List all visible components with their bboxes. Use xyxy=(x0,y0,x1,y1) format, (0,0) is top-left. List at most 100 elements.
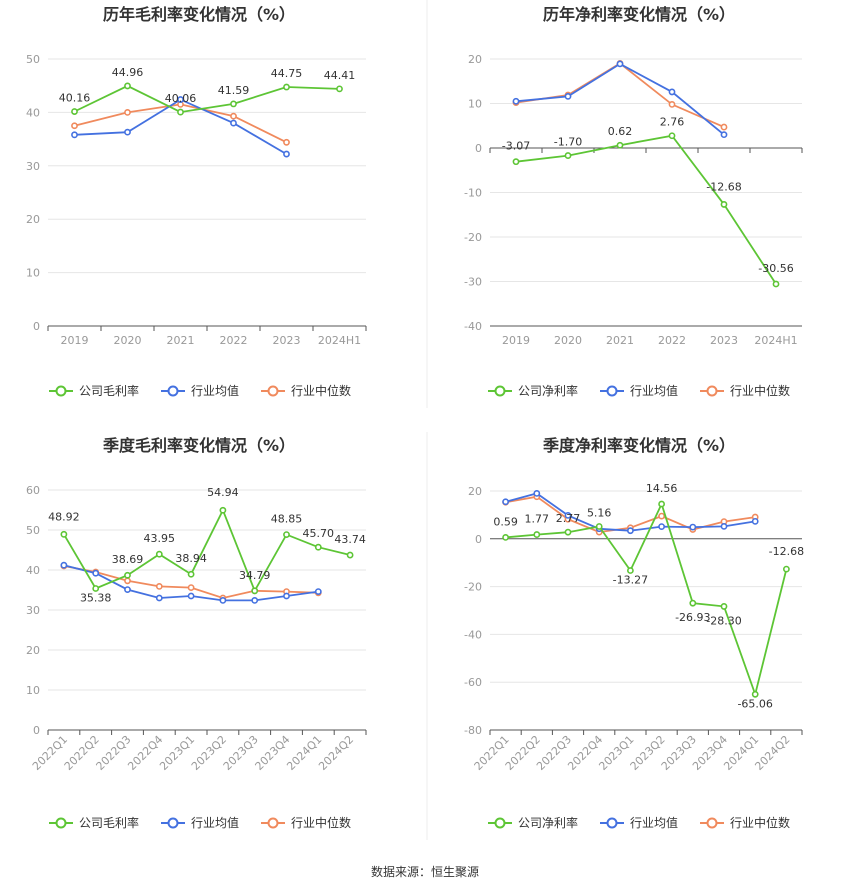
data-point[interactable] xyxy=(564,511,572,519)
data-point[interactable] xyxy=(720,603,728,610)
data-point[interactable] xyxy=(512,158,520,166)
data-point[interactable] xyxy=(627,567,634,574)
data-point[interactable] xyxy=(564,152,572,159)
data-point[interactable] xyxy=(689,523,697,531)
legend: 公司毛利率 行业均值 行业中位数 xyxy=(49,383,351,398)
data-point[interactable] xyxy=(219,597,227,604)
data-point[interactable] xyxy=(155,594,163,602)
data-point[interactable] xyxy=(177,108,184,116)
source-note: 数据来源：恒生聚源 xyxy=(371,864,479,879)
data-point[interactable] xyxy=(751,517,759,525)
data-point[interactable] xyxy=(616,60,624,68)
data-point[interactable] xyxy=(512,97,520,105)
data-point[interactable] xyxy=(616,141,624,149)
data-point[interactable] xyxy=(283,592,290,600)
legend-item[interactable]: 行业均值 xyxy=(600,815,678,830)
x-tick-label: 2024H1 xyxy=(318,334,361,347)
data-point[interactable] xyxy=(251,587,259,595)
data-point[interactable] xyxy=(783,565,790,573)
data-point[interactable] xyxy=(155,550,163,558)
data-point[interactable] xyxy=(314,588,322,595)
data-point[interactable] xyxy=(668,88,676,96)
data-point[interactable] xyxy=(230,112,237,120)
legend-label: 行业中位数 xyxy=(730,383,790,398)
data-point[interactable] xyxy=(689,599,697,607)
legend-item[interactable]: 行业均值 xyxy=(600,383,678,398)
data-point[interactable] xyxy=(533,489,541,497)
legend-item[interactable]: 公司毛利率 xyxy=(49,815,139,830)
data-point[interactable] xyxy=(124,128,131,136)
data-point[interactable] xyxy=(658,512,665,520)
data-point[interactable] xyxy=(230,119,237,127)
data-point[interactable] xyxy=(336,85,343,93)
y-tick-label: 50 xyxy=(26,524,40,537)
data-label: 41.59 xyxy=(218,84,250,97)
data-point[interactable] xyxy=(720,131,728,139)
data-point[interactable] xyxy=(668,100,676,108)
legend-marker-icon xyxy=(267,817,279,829)
data-point[interactable] xyxy=(124,577,131,585)
data-point[interactable] xyxy=(283,138,290,146)
data-point[interactable] xyxy=(564,92,572,100)
legend-marker-icon xyxy=(167,385,179,397)
chart-title: 历年净利率变化情况（%） xyxy=(543,5,735,24)
data-point[interactable] xyxy=(187,584,195,591)
data-point[interactable] xyxy=(720,522,728,530)
legend: 公司净利率 行业均值 行业中位数 xyxy=(488,815,790,830)
y-tick-label: 50 xyxy=(26,53,40,66)
data-point[interactable] xyxy=(314,543,322,551)
data-point[interactable] xyxy=(502,533,509,541)
legend-item[interactable]: 公司毛利率 xyxy=(49,383,139,398)
data-point[interactable] xyxy=(60,561,68,569)
data-point[interactable] xyxy=(720,123,728,131)
data-point[interactable] xyxy=(772,280,780,288)
data-point[interactable] xyxy=(71,131,78,139)
legend-item[interactable]: 公司净利率 xyxy=(488,383,578,398)
data-point[interactable] xyxy=(668,132,676,140)
data-point[interactable] xyxy=(92,585,100,592)
data-point[interactable] xyxy=(564,528,572,536)
legend-item[interactable]: 公司净利率 xyxy=(488,815,578,830)
y-tick-label: 0 xyxy=(475,142,482,155)
data-point[interactable] xyxy=(283,83,290,91)
data-point[interactable] xyxy=(124,571,131,579)
data-point[interactable] xyxy=(283,531,290,538)
data-point[interactable] xyxy=(124,586,131,593)
y-tick-label: 20 xyxy=(468,53,482,66)
data-point[interactable] xyxy=(751,690,759,698)
data-point[interactable] xyxy=(533,531,541,538)
legend-item[interactable]: 行业中位数 xyxy=(261,383,351,398)
data-point[interactable] xyxy=(92,569,100,577)
data-point[interactable] xyxy=(658,523,665,531)
legend-item[interactable]: 行业均值 xyxy=(161,815,239,830)
data-point[interactable] xyxy=(71,122,78,130)
data-point[interactable] xyxy=(124,82,131,90)
data-point[interactable] xyxy=(283,150,290,158)
data-point[interactable] xyxy=(219,506,227,514)
data-point[interactable] xyxy=(658,500,665,508)
data-point[interactable] xyxy=(720,201,728,208)
legend-item[interactable]: 行业均值 xyxy=(161,383,239,398)
data-label: -12.68 xyxy=(769,545,804,558)
data-point[interactable] xyxy=(346,551,354,559)
series-3 xyxy=(71,100,290,146)
data-point[interactable] xyxy=(177,96,184,103)
series-1: 40.16 44.96 40.06 41.59 44.75 44.41 xyxy=(59,66,355,116)
legend-marker-icon xyxy=(55,385,67,397)
data-point[interactable] xyxy=(187,592,195,600)
data-point[interactable] xyxy=(187,570,195,578)
data-point[interactable] xyxy=(251,597,259,604)
data-point[interactable] xyxy=(155,583,163,590)
data-point[interactable] xyxy=(230,100,237,108)
legend-item[interactable]: 行业中位数 xyxy=(700,815,790,830)
data-point[interactable] xyxy=(124,109,131,116)
data-label: 54.94 xyxy=(207,486,239,499)
legend-item[interactable]: 行业中位数 xyxy=(261,815,351,830)
data-point[interactable] xyxy=(71,108,78,115)
legend-item[interactable]: 行业中位数 xyxy=(700,383,790,398)
data-point[interactable] xyxy=(502,498,509,506)
data-point[interactable] xyxy=(627,527,634,535)
data-point[interactable] xyxy=(595,523,603,530)
data-point[interactable] xyxy=(60,530,68,538)
